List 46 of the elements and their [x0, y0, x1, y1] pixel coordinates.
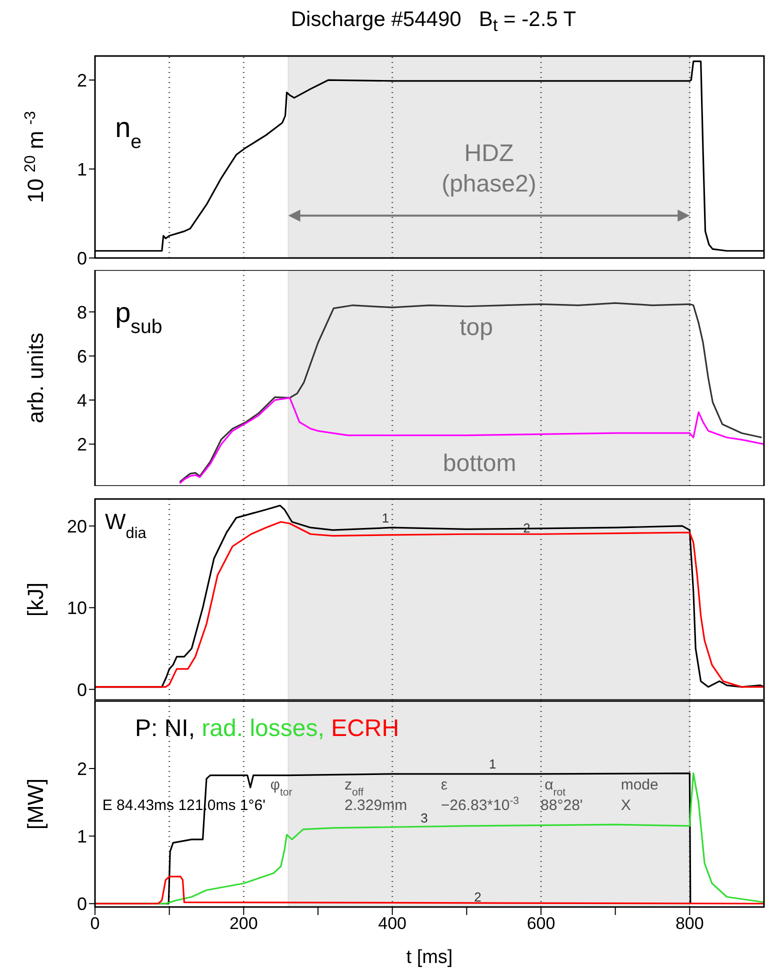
y-tick-label: 2	[76, 758, 87, 779]
annotation: mode	[620, 776, 658, 794]
legend-title: P:	[135, 715, 159, 742]
y-tick-label: 8	[76, 302, 87, 322]
annotation: 3	[420, 810, 428, 826]
annotation: 2.329mm	[344, 797, 408, 814]
y-tick-label: 6	[76, 346, 87, 366]
annotation: 88°28'	[540, 797, 583, 814]
y-tick-label: 0	[76, 248, 87, 268]
y-tick-label: 4	[76, 390, 87, 410]
annotation: 1	[488, 756, 496, 772]
annotation: φ$_{tor}$	[270, 776, 293, 799]
y-tick-label: 1	[76, 159, 87, 180]
y-axis-title: [kJ]	[23, 582, 48, 617]
band-label: HDZ (phase2)	[442, 140, 536, 198]
annotation: α$_{rot}$	[544, 776, 566, 799]
series-label: NI,	[164, 715, 196, 742]
y-tick-label: 2	[76, 70, 87, 90]
x-tick-label: 400	[378, 914, 407, 934]
text: rad. losses,	[202, 715, 326, 742]
x-tick-label: 800	[675, 914, 704, 934]
text: ECRH	[331, 715, 400, 742]
annotation: −26.83*10$^{-3}$	[440, 795, 520, 814]
y-tick-label: 0	[76, 894, 87, 914]
annotation: W$_{dia}$	[105, 509, 147, 542]
annotation: ε	[440, 776, 448, 794]
annotation: n$_{e}$	[115, 112, 142, 153]
annotation: bottom	[442, 450, 516, 477]
chart-title: Discharge #54490 B$_{t}$ = -2.5 T	[290, 8, 578, 38]
y-axis-title: [MW]	[23, 778, 48, 830]
y-tick-label: 10	[66, 598, 87, 618]
x-tick-label: 600	[526, 914, 556, 934]
y-tick-label: 2	[76, 434, 87, 455]
annotation: 1	[382, 510, 390, 526]
y-axis-title: arb. units	[23, 332, 48, 424]
y-tick-label: 20	[66, 516, 87, 536]
annotation: z$_{off}$	[344, 776, 364, 799]
y-tick-label: 0	[76, 680, 87, 700]
annotation: 2	[474, 890, 482, 905]
y-tick-label: 1	[76, 826, 87, 846]
x-axis-title: t [ms]	[406, 947, 453, 968]
annotation: p$_{sub}$	[115, 296, 162, 338]
x-tick-label: 0	[90, 914, 100, 934]
annotation: top	[460, 314, 493, 341]
x-tick-label: 200	[229, 914, 258, 934]
annotation: X	[620, 797, 631, 814]
